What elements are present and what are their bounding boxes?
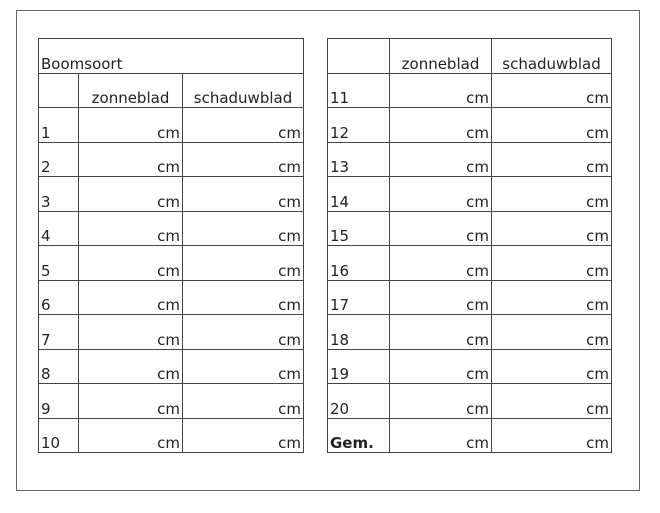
sun-leaf-cell[interactable]: cm <box>78 245 183 281</box>
header-sun-leaf: zonneblad <box>78 72 183 108</box>
shade-leaf-cell[interactable]: cm <box>491 107 612 143</box>
shade-leaf-cell[interactable]: cm <box>491 314 612 350</box>
table-row: 18 cm cm <box>327 314 612 350</box>
row-number: 1 <box>38 107 79 143</box>
row-number: 3 <box>38 176 79 212</box>
shade-leaf-cell[interactable]: cm <box>491 176 612 212</box>
header-shade-leaf: schaduwblad <box>491 38 612 74</box>
sun-leaf-cell[interactable]: cm <box>78 383 183 419</box>
sun-leaf-cell[interactable]: cm <box>389 314 492 350</box>
shade-leaf-cell[interactable]: cm <box>491 417 612 453</box>
row-number: 7 <box>38 314 79 350</box>
sun-leaf-cell[interactable]: cm <box>389 348 492 384</box>
row-number: 14 <box>327 176 390 212</box>
row-number: 9 <box>38 383 79 419</box>
table-row: 17 cm cm <box>327 279 612 315</box>
page-frame <box>16 10 640 491</box>
shade-leaf-cell[interactable]: cm <box>491 72 612 108</box>
sun-leaf-cell[interactable]: cm <box>78 210 183 246</box>
table-row: 2 cm cm <box>38 141 304 177</box>
row-number: 18 <box>327 314 390 350</box>
table-row: 10 cm cm <box>38 417 304 453</box>
header-row: zonneblad schaduwblad <box>327 38 612 74</box>
header-shade-leaf: schaduwblad <box>182 72 304 108</box>
row-number: 17 <box>327 279 390 315</box>
table-row: 9 cm cm <box>38 383 304 419</box>
table-row: 19 cm cm <box>327 348 612 384</box>
row-number: 15 <box>327 210 390 246</box>
title-row: Boomsoort <box>38 38 304 74</box>
shade-leaf-cell[interactable]: cm <box>182 107 304 143</box>
row-number: 11 <box>327 72 390 108</box>
sun-leaf-cell[interactable]: cm <box>389 107 492 143</box>
header-empty-cell <box>38 72 79 108</box>
shade-leaf-cell[interactable]: cm <box>491 210 612 246</box>
shade-leaf-cell[interactable]: cm <box>182 314 304 350</box>
table-row: 13 cm cm <box>327 141 612 177</box>
shade-leaf-cell[interactable]: cm <box>182 141 304 177</box>
table-row: 16 cm cm <box>327 245 612 281</box>
sun-leaf-cell[interactable]: cm <box>78 417 183 453</box>
measurement-table-left: Boomsoort zonneblad schaduwblad 1 cm cm 2 cm… <box>38 38 304 453</box>
table-row: 5 cm cm <box>38 245 304 281</box>
shade-leaf-cell[interactable]: cm <box>182 417 304 453</box>
table-row: 6 cm cm <box>38 279 304 315</box>
shade-leaf-cell[interactable]: cm <box>491 348 612 384</box>
shade-leaf-cell[interactable]: cm <box>182 279 304 315</box>
table-row: 1 cm cm <box>38 107 304 143</box>
sun-leaf-cell[interactable]: cm <box>78 279 183 315</box>
table-row: 14 cm cm <box>327 176 612 212</box>
table-row: 8 cm cm <box>38 348 304 384</box>
sun-leaf-cell[interactable]: cm <box>389 417 492 453</box>
sun-leaf-cell[interactable]: cm <box>389 279 492 315</box>
table-row: 15 cm cm <box>327 210 612 246</box>
row-number: 12 <box>327 107 390 143</box>
sun-leaf-cell[interactable]: cm <box>389 176 492 212</box>
shade-leaf-cell[interactable]: cm <box>182 348 304 384</box>
shade-leaf-cell[interactable]: cm <box>491 279 612 315</box>
row-number: 10 <box>38 417 79 453</box>
sun-leaf-cell[interactable]: cm <box>78 176 183 212</box>
row-number: 4 <box>38 210 79 246</box>
row-number: 5 <box>38 245 79 281</box>
row-number: 20 <box>327 383 390 419</box>
sun-leaf-cell[interactable]: cm <box>389 72 492 108</box>
table-row: 4 cm cm <box>38 210 304 246</box>
header-empty-cell <box>327 38 390 74</box>
table-row: 3 cm cm <box>38 176 304 212</box>
table-row: 11 cm cm <box>327 72 612 108</box>
sun-leaf-cell[interactable]: cm <box>78 141 183 177</box>
row-number: 13 <box>327 141 390 177</box>
table-row: 20 cm cm <box>327 383 612 419</box>
row-number: 8 <box>38 348 79 384</box>
sun-leaf-cell[interactable]: cm <box>389 383 492 419</box>
shade-leaf-cell[interactable]: cm <box>491 141 612 177</box>
table-row: 7 cm cm <box>38 314 304 350</box>
row-number: 6 <box>38 279 79 315</box>
sun-leaf-cell[interactable]: cm <box>78 107 183 143</box>
shade-leaf-cell[interactable]: cm <box>182 176 304 212</box>
row-number: 2 <box>38 141 79 177</box>
header-row: zonneblad schaduwblad <box>38 72 304 108</box>
tree-species-label: Boomsoort <box>38 38 304 74</box>
shade-leaf-cell[interactable]: cm <box>182 383 304 419</box>
row-number: Gem. <box>327 417 390 453</box>
table-row: Gem. cm cm <box>327 417 612 453</box>
row-number: 19 <box>327 348 390 384</box>
sun-leaf-cell[interactable]: cm <box>389 245 492 281</box>
sun-leaf-cell[interactable]: cm <box>78 314 183 350</box>
shade-leaf-cell[interactable]: cm <box>182 210 304 246</box>
sun-leaf-cell[interactable]: cm <box>78 348 183 384</box>
sun-leaf-cell[interactable]: cm <box>389 141 492 177</box>
shade-leaf-cell[interactable]: cm <box>182 245 304 281</box>
shade-leaf-cell[interactable]: cm <box>491 245 612 281</box>
shade-leaf-cell[interactable]: cm <box>491 383 612 419</box>
table-row: 12 cm cm <box>327 107 612 143</box>
measurement-table-right: zonneblad schaduwblad 11 cm cm 12 cm cm 13 cm cm… <box>327 38 612 453</box>
sun-leaf-cell[interactable]: cm <box>389 210 492 246</box>
header-sun-leaf: zonneblad <box>389 38 492 74</box>
row-number: 16 <box>327 245 390 281</box>
